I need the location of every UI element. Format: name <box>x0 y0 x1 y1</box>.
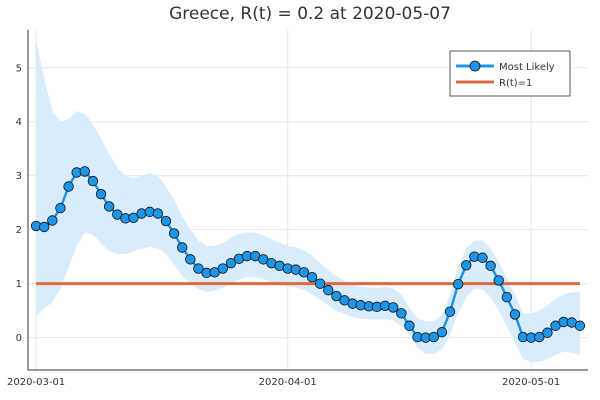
data-point <box>39 221 50 233</box>
data-point <box>306 271 318 283</box>
data-point <box>55 202 66 214</box>
chart-title: Greece, R(t) = 0.2 at 2020-05-07 <box>169 4 451 24</box>
y-tick-label: 3 <box>16 171 22 182</box>
data-point <box>388 302 399 313</box>
y-tick-label: 0 <box>16 333 22 344</box>
data-point <box>225 257 237 269</box>
x-tick-label: 2020-05-01 <box>502 377 560 388</box>
data-point <box>501 291 513 303</box>
data-point <box>428 331 440 343</box>
data-point <box>314 278 326 289</box>
data-point <box>396 308 407 319</box>
data-point <box>574 320 586 331</box>
data-point <box>485 260 496 272</box>
data-point <box>95 188 107 200</box>
data-point <box>534 331 545 343</box>
data-point <box>128 212 139 224</box>
x-tick-label: 2020-03-01 <box>7 377 65 388</box>
data-point <box>47 215 58 226</box>
confidence-band-area <box>36 40 580 362</box>
data-point <box>477 252 488 263</box>
legend-rt1-label: R(t)=1 <box>499 78 532 89</box>
data-point <box>103 201 115 212</box>
data-point <box>176 242 188 253</box>
axes <box>27 30 588 371</box>
data-point <box>331 290 342 302</box>
y-tick-label: 2 <box>16 225 22 236</box>
data-point <box>298 267 310 278</box>
data-point <box>436 327 448 338</box>
data-point <box>493 275 504 286</box>
data-point <box>87 175 99 187</box>
data-point <box>323 284 334 296</box>
data-point <box>542 327 553 338</box>
most-likely-points <box>30 166 586 343</box>
data-point <box>79 166 91 177</box>
x-tick-label: 2020-04-01 <box>259 377 317 388</box>
confidence-band <box>36 40 580 362</box>
y-tick-label: 4 <box>16 117 22 128</box>
data-point <box>168 228 180 239</box>
legend-most-likely-label: Most Likely <box>499 62 555 73</box>
data-point <box>452 278 464 290</box>
data-point <box>160 215 172 227</box>
data-point <box>217 263 228 274</box>
data-point <box>193 263 204 274</box>
data-point <box>63 181 74 192</box>
tick-labels: 0 1 2 3 4 5 2020-03-01 2020-04-01 2020-05-01 <box>7 63 560 388</box>
data-point <box>404 320 415 331</box>
data-point <box>461 260 472 271</box>
data-point <box>444 306 456 317</box>
legend-box <box>449 50 571 97</box>
y-tick-label: 5 <box>16 63 22 74</box>
legend-most-likely-marker <box>469 60 481 72</box>
y-tick-label: 1 <box>16 279 22 290</box>
legend: Most Likely R(t)=1 <box>449 50 571 97</box>
data-point <box>152 208 164 219</box>
data-point <box>509 309 521 320</box>
data-point <box>185 254 196 265</box>
